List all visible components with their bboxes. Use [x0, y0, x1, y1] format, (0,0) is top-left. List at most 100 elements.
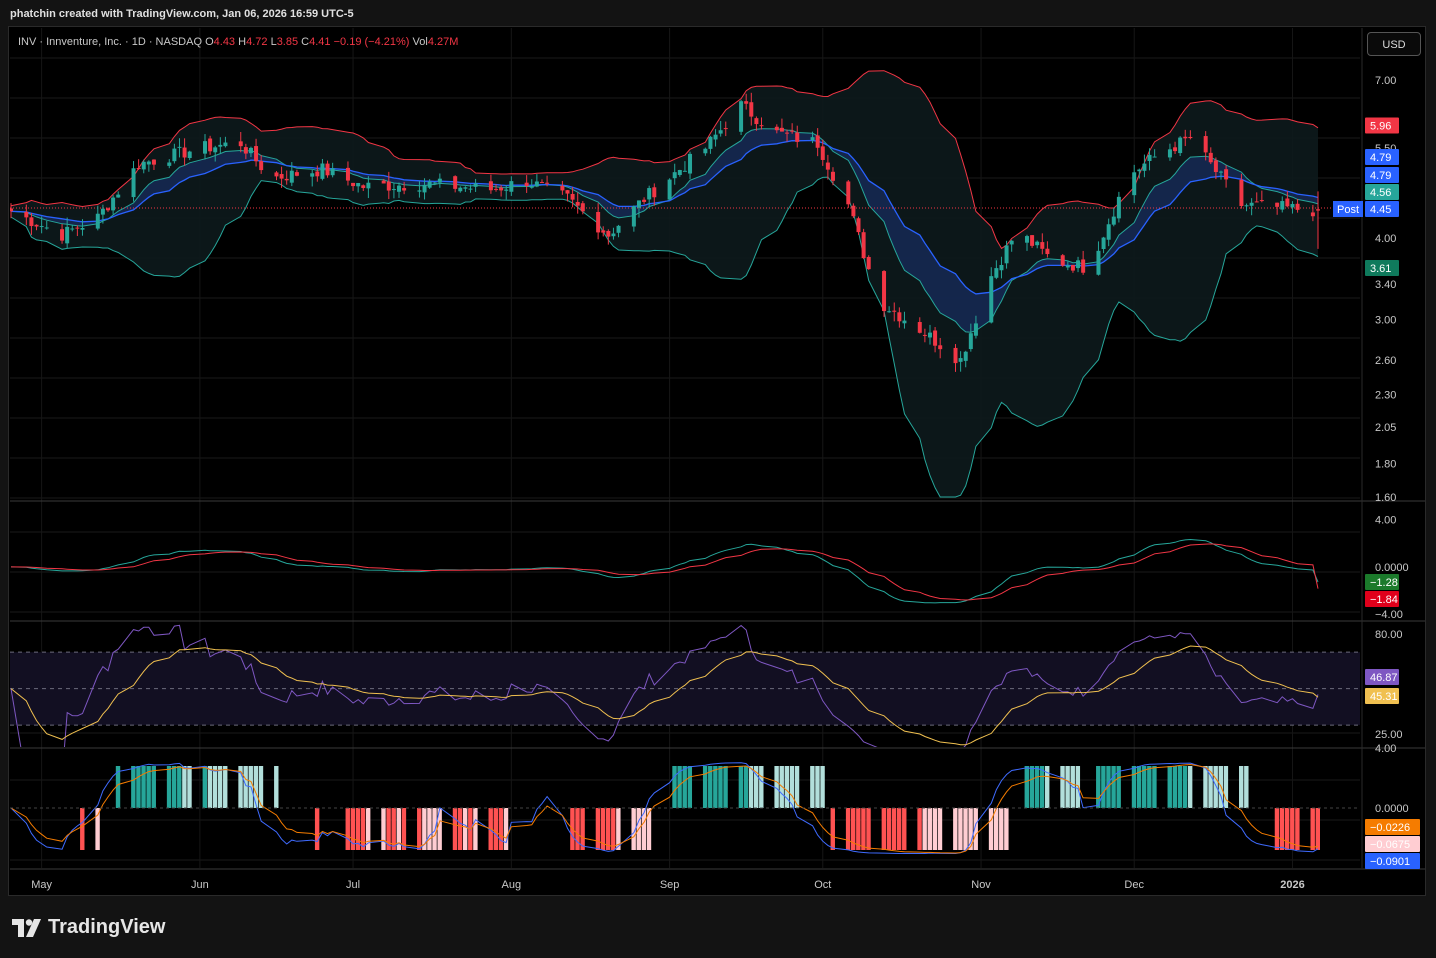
- histogram-bar: [80, 808, 85, 850]
- candle-body: [749, 102, 754, 117]
- candle-body: [279, 174, 284, 179]
- histogram-bar: [789, 766, 795, 808]
- ema3-badge: [1365, 184, 1399, 200]
- candle-body: [902, 320, 907, 324]
- histogram-bar: [401, 808, 407, 850]
- candle-body: [1239, 179, 1244, 207]
- histogram-bar: [600, 808, 606, 850]
- candle-body: [75, 227, 80, 229]
- candle-body: [1188, 136, 1193, 139]
- histogram-bar: [784, 766, 790, 808]
- candle-body: [1152, 156, 1157, 158]
- histogram-bar: [1310, 808, 1315, 850]
- candle-body: [825, 162, 830, 170]
- osc-line2-badge: [1365, 853, 1420, 869]
- histogram-bar: [937, 808, 943, 850]
- candle-body: [1009, 240, 1014, 245]
- macd-pane[interactable]: [10, 538, 1319, 604]
- rsi-line: [10, 624, 1319, 747]
- histogram-bar: [611, 808, 616, 850]
- histogram-bar: [1034, 766, 1040, 808]
- time-tick-label: Sep: [660, 879, 680, 891]
- histogram-bar: [274, 766, 279, 808]
- histogram-bar: [212, 766, 218, 808]
- histogram-bar: [360, 808, 366, 850]
- histogram-bar: [999, 808, 1004, 850]
- candle-body: [167, 162, 172, 166]
- price-tick-label: 2.05: [1375, 422, 1396, 434]
- histogram-bar: [1147, 766, 1152, 808]
- histogram-bar: [886, 808, 892, 850]
- candle-body: [106, 208, 111, 211]
- rsi-tick-label: 80.00: [1375, 629, 1403, 641]
- candle-body: [830, 171, 835, 181]
- histogram-bar: [677, 766, 682, 808]
- candle-body: [703, 148, 708, 154]
- ema1-badge: [1365, 149, 1399, 165]
- tradingview-logo[interactable]: TradingView: [12, 916, 165, 939]
- close-label: C: [301, 36, 310, 48]
- price-pane[interactable]: [9, 70, 1360, 498]
- histogram-bar: [1295, 808, 1300, 850]
- candle-body: [815, 135, 820, 148]
- candle-body: [953, 347, 958, 364]
- ema2-badge-text: 4.79: [1370, 170, 1391, 182]
- candle-body: [994, 268, 999, 278]
- hist-badge: [1365, 819, 1420, 835]
- close-value: 4.41: [309, 36, 331, 48]
- candle-body: [973, 323, 978, 336]
- volume-label: Vol: [412, 36, 428, 48]
- signal-badge: [1365, 591, 1399, 607]
- rsi-pane[interactable]: [10, 624, 1360, 780]
- histogram-bar: [146, 766, 151, 808]
- histogram-bar: [927, 808, 932, 850]
- histogram-bar: [345, 808, 350, 850]
- histogram-bar: [595, 808, 601, 850]
- candle-body: [713, 134, 718, 140]
- osc-line2-badge-text: −0.0901: [1370, 856, 1410, 868]
- histogram-bar: [1029, 766, 1035, 808]
- histogram-bar: [1045, 766, 1050, 808]
- oscillator-pane[interactable]: [10, 762, 1360, 855]
- histogram-bar: [1274, 808, 1280, 850]
- candle-body: [397, 185, 402, 192]
- volume-value: 4.27M: [427, 36, 459, 48]
- histogram-bar: [417, 808, 422, 850]
- candle-body: [1116, 196, 1121, 219]
- histogram-bar: [641, 808, 647, 850]
- histogram-bar: [243, 766, 248, 808]
- price-tick-label: 2.30: [1375, 389, 1396, 401]
- currency-button[interactable]: USD: [1367, 32, 1421, 56]
- candle-body: [744, 101, 749, 104]
- candle-body: [677, 170, 682, 175]
- candle-body: [417, 190, 422, 192]
- histogram-bar: [881, 808, 887, 850]
- histogram-bar: [753, 766, 759, 808]
- candle-body: [810, 137, 815, 141]
- candle-body: [1280, 201, 1285, 210]
- time-axis[interactable]: May Jun Jul Aug Sep Oct Nov Dec 2026: [31, 879, 1304, 891]
- candle-body: [774, 126, 779, 131]
- histogram-bar: [437, 808, 442, 850]
- candle-body: [958, 358, 963, 362]
- candle-body: [1224, 169, 1229, 180]
- time-tick-label: Jun: [191, 879, 209, 891]
- candle-body: [1142, 163, 1147, 171]
- histogram-bar: [575, 808, 580, 850]
- histogram-bar: [815, 766, 820, 808]
- candle-body: [539, 182, 544, 184]
- candle-body: [795, 132, 800, 142]
- histogram-bar: [177, 766, 182, 808]
- histogram-bar: [452, 808, 458, 850]
- candle-body: [254, 146, 259, 162]
- candle-body: [606, 230, 611, 237]
- rsi-badge-text: 46.87: [1370, 672, 1398, 684]
- histogram-bar: [1152, 766, 1157, 808]
- histogram-bar: [917, 808, 922, 850]
- histogram-bar: [457, 808, 463, 850]
- candle-body: [922, 334, 927, 336]
- ema-blue-line: [10, 139, 1319, 295]
- candle-body: [39, 226, 44, 228]
- histogram-bar: [713, 766, 718, 808]
